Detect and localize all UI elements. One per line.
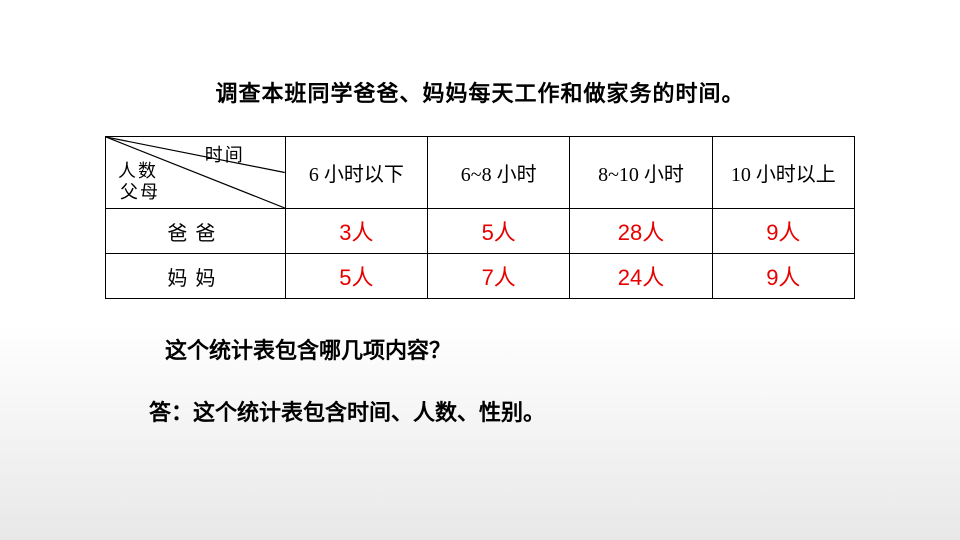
header-parent-label: 父母: [120, 178, 160, 204]
col-header: 8~10 小时: [570, 137, 712, 209]
answer-text: 答：这个统计表包含时间、人数、性别。: [149, 395, 855, 427]
cell-value: 3人: [285, 209, 427, 254]
cell-value: 7人: [428, 254, 570, 299]
table-row: 爸爸 3人 5人 28人 9人: [106, 209, 855, 254]
cell-value: 28人: [570, 209, 712, 254]
table-header-row: 时间 人数 父母 6 小时以下 6~8 小时 8~10 小时 10 小时以上: [106, 137, 855, 209]
cell-value: 5人: [285, 254, 427, 299]
cell-value: 5人: [428, 209, 570, 254]
diagonal-header-cell: 时间 人数 父母: [106, 137, 286, 209]
row-label: 爸爸: [106, 209, 286, 254]
cell-value: 9人: [712, 209, 854, 254]
question-text: 这个统计表包含哪几项内容？: [165, 333, 855, 365]
col-header: 6 小时以下: [285, 137, 427, 209]
table-row: 妈妈 5人 7人 24人 9人: [106, 254, 855, 299]
statistics-table: 时间 人数 父母 6 小时以下 6~8 小时 8~10 小时 10 小时以上 爸…: [105, 136, 855, 299]
cell-value: 24人: [570, 254, 712, 299]
cell-value: 9人: [712, 254, 854, 299]
row-label: 妈妈: [106, 254, 286, 299]
slide-content: 调查本班同学爸爸、妈妈每天工作和做家务的时间。 时间 人数 父母 6 小时以下 …: [0, 0, 960, 427]
col-header: 6~8 小时: [428, 137, 570, 209]
header-time-label: 时间: [205, 141, 245, 167]
slide-title: 调查本班同学爸爸、妈妈每天工作和做家务的时间。: [105, 76, 855, 108]
col-header: 10 小时以上: [712, 137, 854, 209]
